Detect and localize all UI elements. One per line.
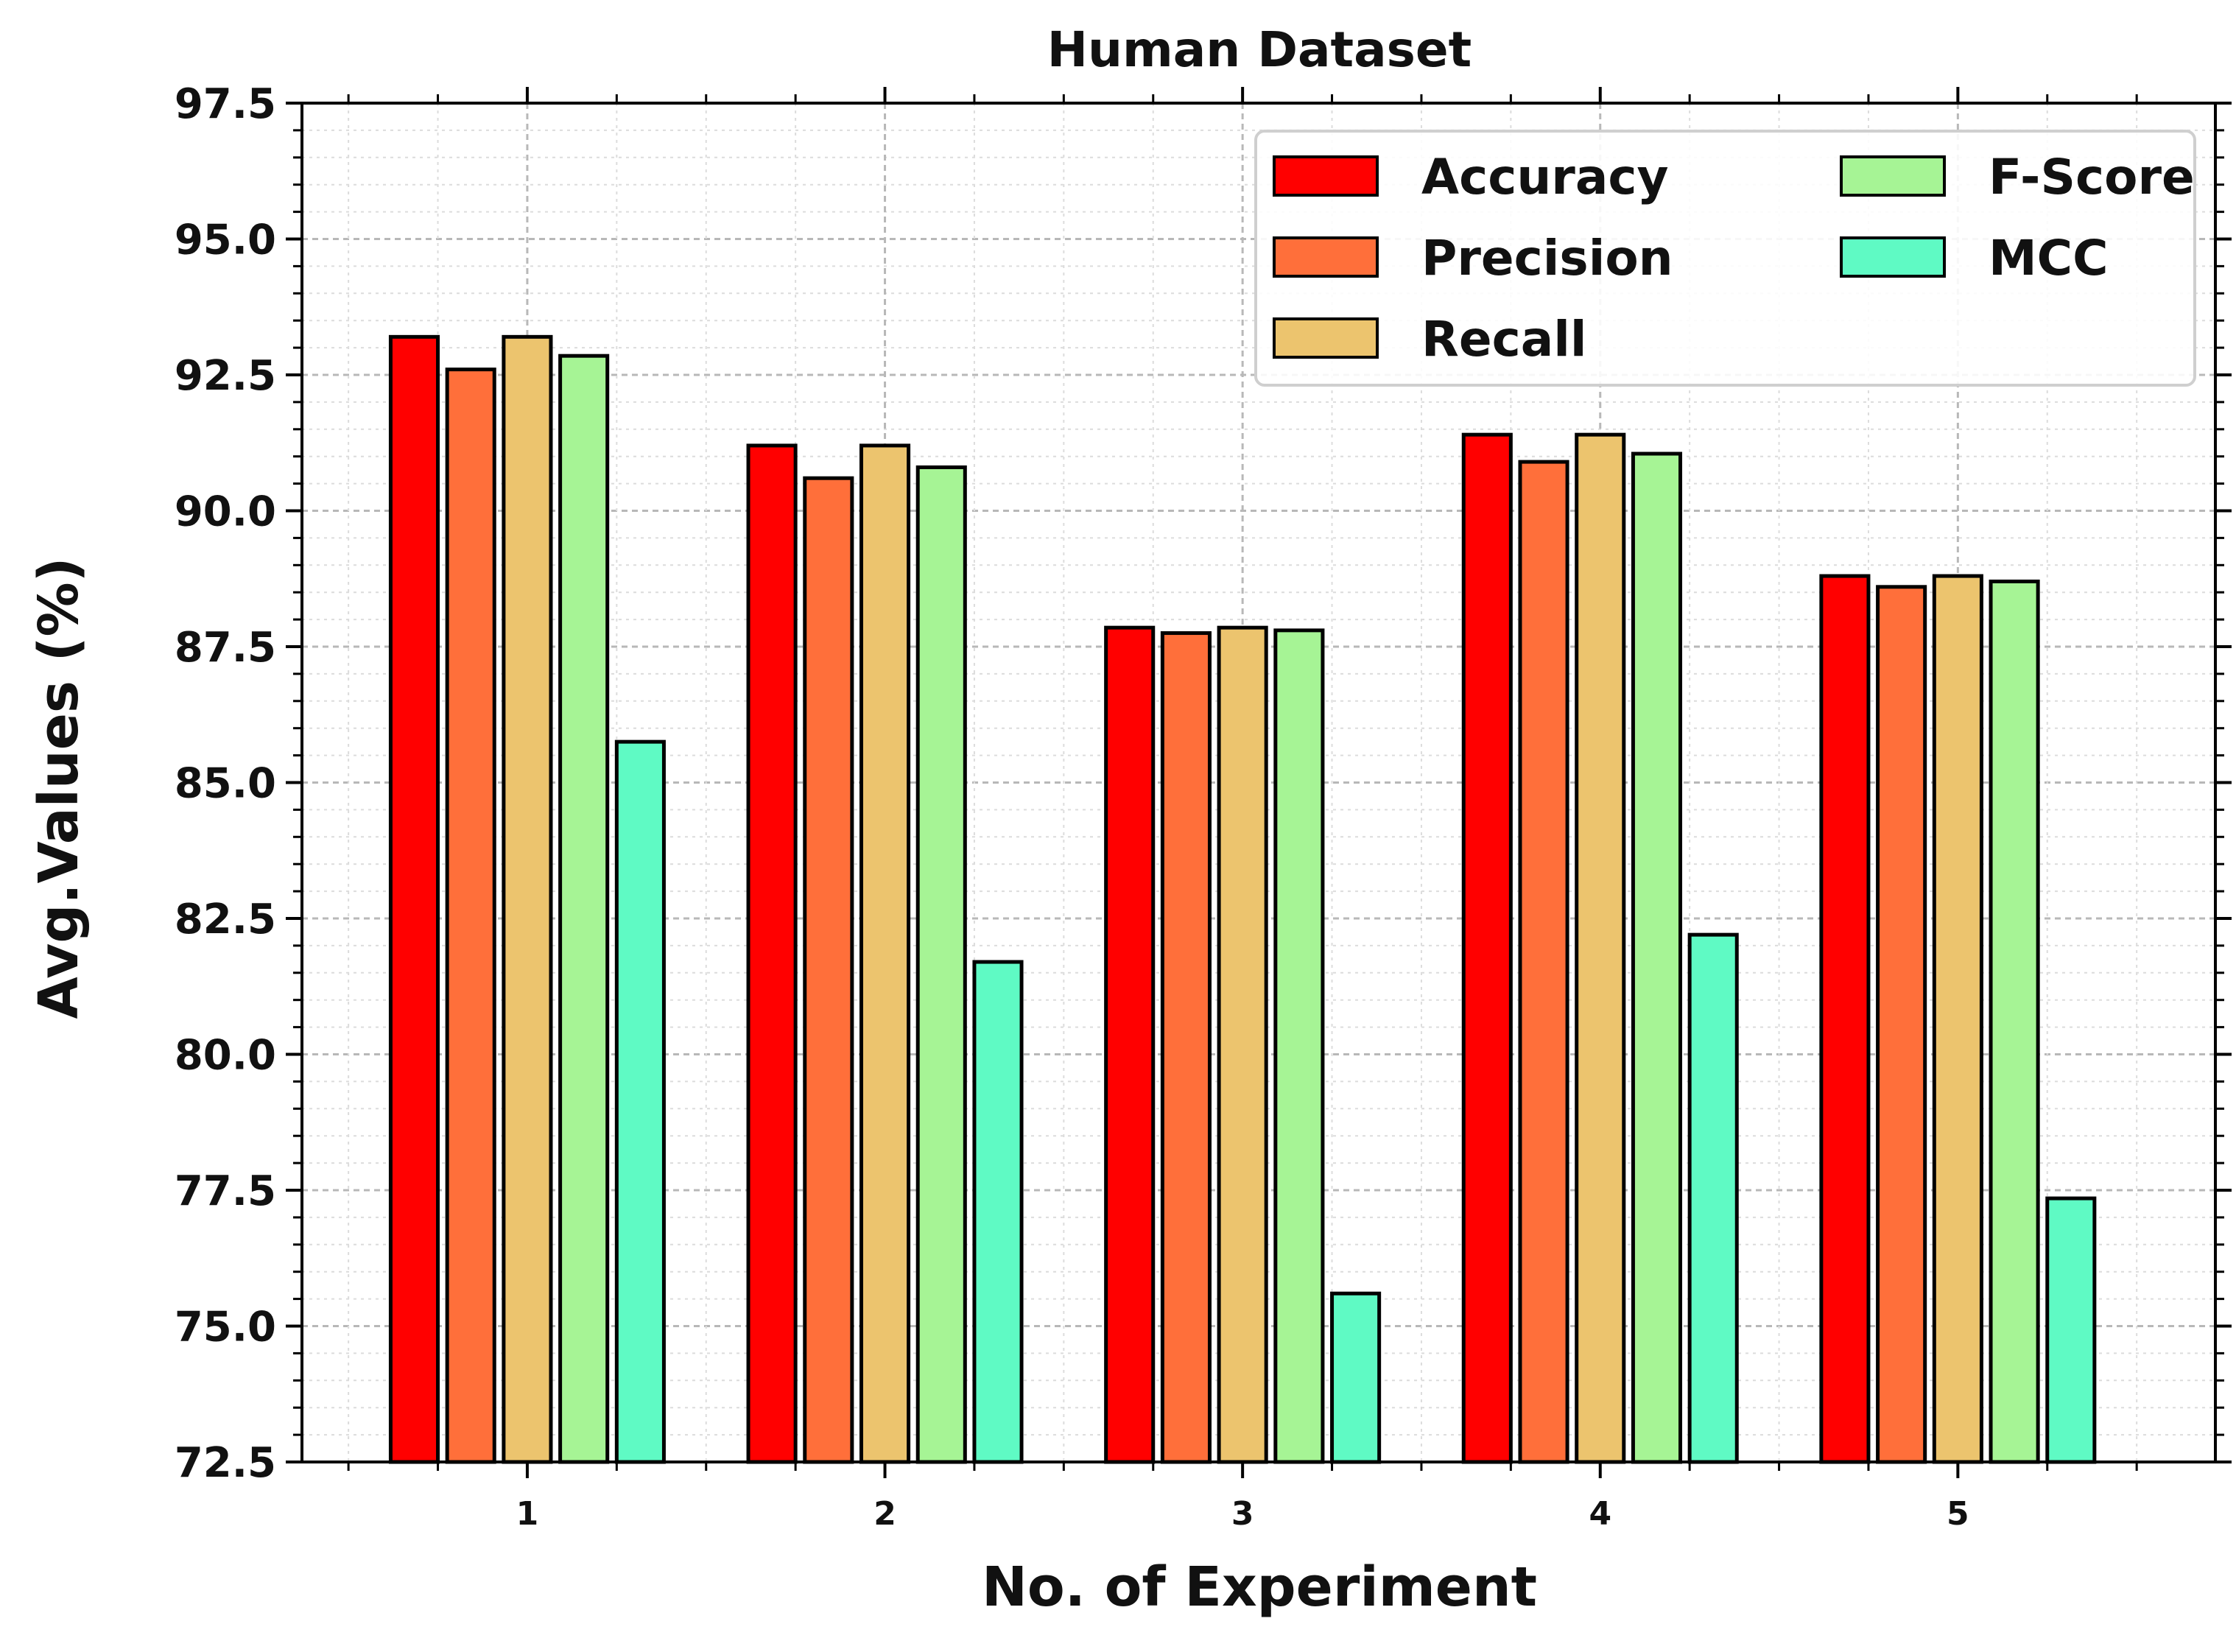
bar-recall-4 <box>1575 432 1626 1464</box>
bar-recall-5 <box>1932 574 1983 1464</box>
x-axis-title: No. of Experiment <box>982 1556 1537 1619</box>
legend-label-recall: Recall <box>1421 311 1587 368</box>
legend-swatch-mcc <box>1840 236 1946 278</box>
bar-recall-3 <box>1217 625 1268 1464</box>
legend: Accuracy Precision Recall F-Score MCC <box>1254 130 2196 387</box>
x-tick-label: 5 <box>1947 1495 1969 1533</box>
bar-mcc-1 <box>614 739 666 1464</box>
bar-mcc-5 <box>2045 1196 2097 1464</box>
y-tick-label: 95.0 <box>175 217 276 264</box>
bar-mcc-3 <box>1330 1291 1382 1464</box>
y-tick-label: 85.0 <box>175 760 276 808</box>
legend-swatch-f-score <box>1840 155 1946 197</box>
x-tick-label: 3 <box>1231 1495 1254 1533</box>
bar-accuracy-3 <box>1104 625 1156 1464</box>
y-tick-label: 82.5 <box>175 896 276 943</box>
x-tick-label: 1 <box>516 1495 539 1533</box>
bar-recall-2 <box>859 443 911 1464</box>
y-tick-label: 92.5 <box>175 352 276 400</box>
bar-f-score-3 <box>1273 628 1325 1464</box>
axes: 72.5 75.0 77.5 80.0 82.5 85.0 87.5 90.0 92.5 95.0… <box>175 80 2232 1533</box>
y-tick-label: 87.5 <box>175 624 276 672</box>
x-tick-label: 2 <box>873 1495 896 1533</box>
bar-f-score-5 <box>1989 579 2040 1464</box>
y-tick-label: 97.5 <box>175 80 276 128</box>
bar-recall-1 <box>502 334 553 1464</box>
y-tick-label: 75.0 <box>175 1304 276 1352</box>
bar-precision-3 <box>1160 631 1212 1464</box>
legend-label-accuracy: Accuracy <box>1421 149 1669 205</box>
bar-mcc-4 <box>1687 932 1739 1464</box>
x-tick-label: 4 <box>1589 1495 1611 1533</box>
y-tick-label: 80.0 <box>175 1032 276 1080</box>
legend-swatch-accuracy <box>1273 155 1379 197</box>
bar-precision-4 <box>1518 460 1569 1464</box>
bar-precision-2 <box>803 476 854 1464</box>
bar-precision-1 <box>445 368 496 1464</box>
bar-precision-5 <box>1876 585 1927 1464</box>
bar-accuracy-4 <box>1461 432 1513 1464</box>
legend-label-f-score: F-Score <box>1989 149 2195 205</box>
legend-box <box>1254 130 2196 387</box>
y-tick-label: 90.0 <box>175 488 276 536</box>
bar-accuracy-5 <box>1819 574 1871 1464</box>
y-tick-label: 72.5 <box>175 1439 276 1487</box>
bar-f-score-4 <box>1631 451 1683 1464</box>
bar-f-score-2 <box>915 465 967 1464</box>
y-axis-title: Avg.Values (%) <box>27 558 91 1019</box>
bar-accuracy-2 <box>746 443 798 1464</box>
chart-title: Human Dataset <box>1047 21 1472 78</box>
legend-label-mcc: MCC <box>1989 230 2109 287</box>
legend-swatch-recall <box>1273 317 1379 359</box>
bar-f-score-1 <box>558 354 610 1464</box>
y-tick-label: 77.5 <box>175 1167 276 1215</box>
bar-accuracy-1 <box>388 334 440 1464</box>
legend-label-precision: Precision <box>1421 230 1673 287</box>
legend-swatch-precision <box>1273 236 1379 278</box>
bar-mcc-2 <box>972 960 1024 1464</box>
